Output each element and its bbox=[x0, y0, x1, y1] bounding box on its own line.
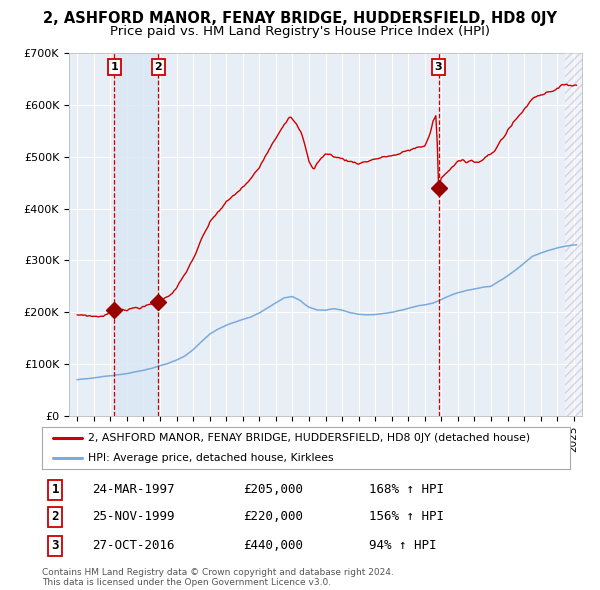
Text: 3: 3 bbox=[52, 539, 59, 552]
Text: 1: 1 bbox=[110, 62, 118, 72]
Text: £205,000: £205,000 bbox=[242, 483, 302, 496]
Text: £220,000: £220,000 bbox=[242, 510, 302, 523]
Text: 2, ASHFORD MANOR, FENAY BRIDGE, HUDDERSFIELD, HD8 0JY (detached house): 2, ASHFORD MANOR, FENAY BRIDGE, HUDDERSF… bbox=[88, 434, 530, 444]
Text: 2: 2 bbox=[154, 62, 162, 72]
Text: 1: 1 bbox=[52, 483, 59, 496]
Text: £440,000: £440,000 bbox=[242, 539, 302, 552]
Text: This data is licensed under the Open Government Licence v3.0.: This data is licensed under the Open Gov… bbox=[42, 578, 331, 587]
Text: 156% ↑ HPI: 156% ↑ HPI bbox=[370, 510, 445, 523]
Text: 2, ASHFORD MANOR, FENAY BRIDGE, HUDDERSFIELD, HD8 0JY: 2, ASHFORD MANOR, FENAY BRIDGE, HUDDERSF… bbox=[43, 11, 557, 25]
Text: 168% ↑ HPI: 168% ↑ HPI bbox=[370, 483, 445, 496]
Text: 25-NOV-1999: 25-NOV-1999 bbox=[92, 510, 175, 523]
Text: 94% ↑ HPI: 94% ↑ HPI bbox=[370, 539, 437, 552]
Bar bbox=[565, 53, 582, 416]
Text: Price paid vs. HM Land Registry's House Price Index (HPI): Price paid vs. HM Land Registry's House … bbox=[110, 25, 490, 38]
Bar bbox=[565, 53, 582, 416]
Text: 27-OCT-2016: 27-OCT-2016 bbox=[92, 539, 175, 552]
Text: Contains HM Land Registry data © Crown copyright and database right 2024.: Contains HM Land Registry data © Crown c… bbox=[42, 568, 394, 576]
Text: HPI: Average price, detached house, Kirklees: HPI: Average price, detached house, Kirk… bbox=[88, 454, 334, 463]
Text: 24-MAR-1997: 24-MAR-1997 bbox=[92, 483, 175, 496]
Bar bbox=[114, 53, 158, 416]
Text: 3: 3 bbox=[435, 62, 442, 72]
Text: 2: 2 bbox=[52, 510, 59, 523]
